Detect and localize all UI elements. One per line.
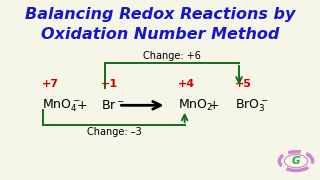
Text: +5: +5	[235, 79, 252, 89]
Text: Balancing Redox Reactions by: Balancing Redox Reactions by	[25, 7, 295, 22]
Text: +: +	[209, 99, 220, 112]
Text: +: +	[76, 99, 87, 112]
Text: +4: +4	[178, 79, 195, 89]
Text: −1: −1	[101, 79, 118, 89]
Text: Oxidation Number Method: Oxidation Number Method	[41, 27, 279, 42]
Text: +7: +7	[42, 79, 59, 89]
Text: Br$^-$: Br$^-$	[101, 99, 125, 112]
Text: Change: +6: Change: +6	[143, 51, 201, 61]
Text: MnO$_2$: MnO$_2$	[178, 98, 213, 113]
Text: MnO$_4^-$: MnO$_4^-$	[42, 97, 80, 114]
Text: G: G	[292, 156, 300, 166]
Text: Change: –3: Change: –3	[86, 127, 141, 137]
Text: BrO$_3^-$: BrO$_3^-$	[235, 97, 269, 114]
